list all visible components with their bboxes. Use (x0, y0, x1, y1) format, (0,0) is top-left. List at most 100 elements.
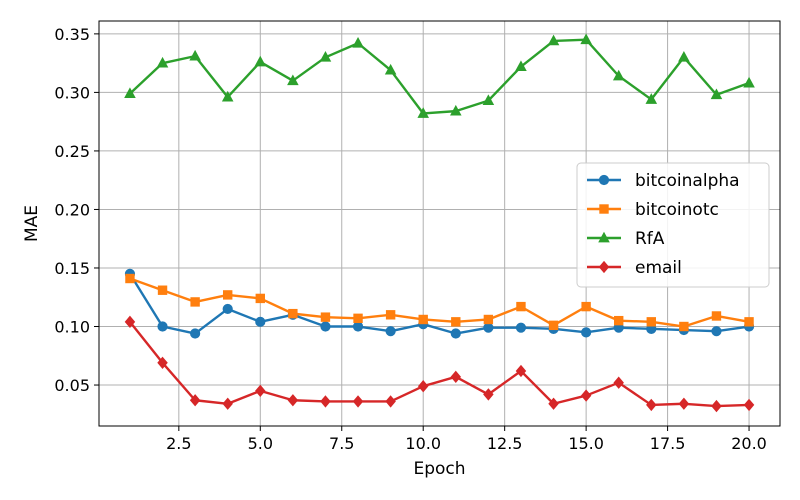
data-point (711, 399, 722, 413)
x-tick-label: 17.5 (650, 434, 686, 453)
data-point (483, 314, 494, 325)
data-point (710, 88, 723, 100)
legend-marker (598, 231, 610, 243)
data-point (711, 311, 722, 321)
data-point (190, 328, 201, 339)
series-bitcoinotc (125, 273, 754, 332)
y-tick-label: 0.25 (54, 142, 90, 161)
data-point (483, 388, 494, 401)
data-point (352, 36, 364, 48)
x-tick-label: 12.5 (487, 434, 523, 453)
legend-entry: bitcoinalpha (587, 171, 740, 191)
data-point (288, 308, 298, 319)
data-point (319, 51, 332, 62)
y-tick-label: 0.20 (54, 200, 90, 219)
data-point (744, 317, 754, 327)
data-point (320, 321, 331, 332)
data-point (157, 321, 168, 332)
data-point (385, 395, 396, 408)
legend: bitcoinalpha bitcoinotc RfA email (576, 162, 770, 288)
data-point (125, 273, 135, 284)
data-point (385, 326, 396, 337)
legend-label: bitcoinalpha (635, 171, 740, 191)
legend-label: RfA (635, 229, 665, 249)
data-point (515, 322, 527, 333)
axis-ticks: 2.5 5.0 7.5 10.0 12.5 15.0 17.5 20.0 0.05 0.10 0.1… (54, 25, 766, 453)
data-point (743, 76, 755, 88)
data-point (190, 297, 200, 307)
plot-area-frame (98, 20, 781, 427)
data-point (255, 293, 265, 304)
data-point (450, 370, 462, 384)
data-point (711, 326, 722, 337)
x-tick-label: 7.5 (329, 434, 354, 453)
data-point (613, 376, 624, 389)
legend-entry: RfA (587, 229, 665, 249)
legend-entry: email (587, 258, 682, 278)
data-point (614, 315, 624, 326)
data-point (418, 314, 428, 325)
data-point (353, 313, 363, 324)
data-point (255, 384, 266, 398)
series-email (124, 315, 755, 413)
legend-label: email (635, 258, 682, 278)
data-point (352, 321, 364, 332)
data-point (385, 310, 396, 320)
data-point (189, 394, 201, 407)
data-point (450, 104, 462, 116)
data-point (451, 317, 461, 327)
data-point (255, 316, 266, 327)
x-axis-title: Epoch (413, 459, 465, 479)
legend-marker (598, 260, 610, 274)
data-point (352, 395, 364, 408)
y-tick-label: 0.35 (54, 25, 90, 44)
series-lines (124, 33, 755, 413)
series-rfa (124, 33, 755, 118)
data-point (678, 397, 690, 410)
data-point (547, 34, 560, 46)
data-point (221, 90, 234, 102)
data-point (646, 317, 656, 327)
data-point (612, 69, 625, 81)
x-tick-label: 5.0 (248, 434, 273, 453)
series-line (128, 277, 751, 328)
legend-marker (599, 204, 609, 214)
data-point (515, 60, 527, 72)
data-point (384, 63, 397, 75)
data-point (645, 93, 658, 104)
y-tick-label: 0.30 (54, 83, 90, 102)
legend-label: bitcoinotc (635, 200, 719, 220)
data-point (254, 55, 267, 67)
data-point (157, 285, 168, 295)
data-point (678, 51, 690, 62)
data-point (223, 290, 233, 300)
legend-box (576, 162, 770, 288)
data-point (743, 398, 755, 412)
y-tick-label: 0.05 (54, 376, 90, 395)
data-point (124, 87, 136, 98)
data-point (417, 380, 429, 393)
series-line (128, 320, 751, 408)
data-point (417, 107, 429, 118)
data-point (287, 74, 299, 86)
data-point (483, 322, 494, 333)
x-tick-label: 2.5 (166, 434, 191, 453)
x-tick-label: 15.0 (568, 434, 604, 453)
series-line (128, 272, 751, 335)
data-point (515, 364, 527, 378)
y-tick-label: 0.15 (54, 259, 90, 278)
data-point (580, 33, 592, 45)
y-axis-title: MAE (22, 205, 42, 242)
data-point (548, 397, 559, 410)
data-point (189, 49, 201, 61)
data-point (581, 327, 592, 338)
data-point (156, 56, 169, 68)
data-point (157, 356, 168, 369)
data-point (320, 395, 331, 408)
data-point (222, 303, 233, 315)
data-point (222, 397, 233, 410)
data-point (516, 301, 526, 312)
data-point (581, 301, 591, 312)
